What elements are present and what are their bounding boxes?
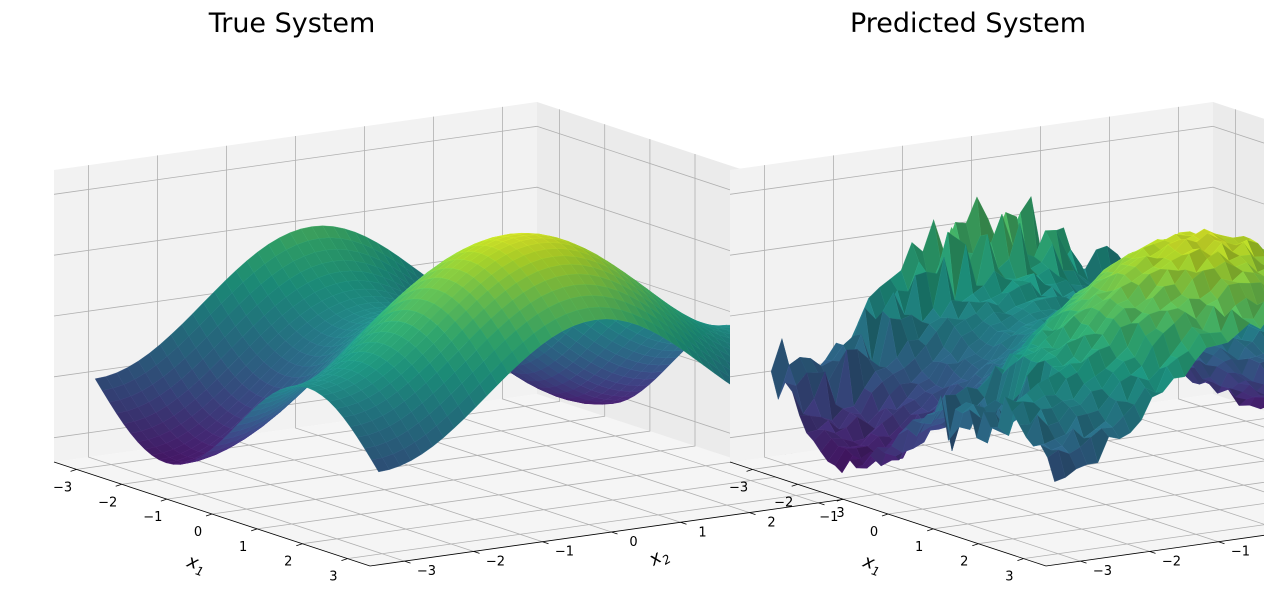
x1-tick-label: −3	[53, 480, 72, 495]
x1-tick-mark	[205, 513, 213, 517]
x2-tick-mark	[542, 541, 549, 545]
x1-tick-label: 0	[194, 525, 202, 540]
x1-tick-label: −2	[774, 495, 793, 510]
x2-tick-label: 3	[836, 506, 844, 521]
x1-tick-label: 2	[960, 555, 968, 570]
x2-tick-mark	[818, 502, 825, 506]
x-gridline	[797, 418, 1264, 485]
x2-tick-mark	[749, 512, 756, 515]
x2-axis-line	[1045, 534, 1264, 567]
x-gridline	[121, 124, 606, 485]
x2-tick-mark	[1149, 551, 1156, 554]
x2-tick-label: −2	[1162, 554, 1181, 569]
x1-tick-label: 1	[915, 540, 923, 555]
x1-tick-mark	[251, 528, 258, 532]
x-gridline	[842, 439, 1264, 500]
x1-tick-label: 3	[329, 570, 337, 585]
floor-pane	[730, 394, 1264, 566]
x2-tick-label: 1	[698, 525, 706, 540]
x1-tick-label: 2	[284, 555, 292, 570]
x2-tick-mark	[404, 560, 411, 564]
x1-axis-label: x1	[859, 550, 885, 579]
surface-facet	[1259, 361, 1264, 370]
x1-tick-label: 3	[1005, 570, 1013, 585]
x1-tick-mark	[791, 483, 798, 487]
x1-tick-mark	[972, 543, 979, 547]
x1-tick-label: −1	[143, 510, 162, 525]
x2-tick-mark	[1080, 560, 1087, 564]
x1-tick-mark	[746, 469, 753, 472]
x1-tick-label: −2	[98, 495, 117, 510]
chart-title: True System	[208, 8, 376, 39]
x1-tick-mark	[927, 528, 934, 532]
x2-tick-label: −2	[486, 554, 505, 569]
surface-facet	[371, 457, 390, 473]
predicted-system-panel: Predicted System −3−2−10123−3−2−10123−2−…	[729, 8, 1264, 585]
x-gridline	[933, 481, 1264, 530]
x1-tick-mark	[115, 483, 122, 487]
x2-tick-label: −1	[555, 545, 574, 560]
y-gridline	[88, 165, 405, 562]
x-gridline	[76, 109, 560, 470]
x1-tick-label: 0	[870, 525, 878, 540]
x2-tick-label: −1	[1231, 545, 1250, 560]
z-gridline	[729, 186, 1264, 256]
z-gridline	[729, 125, 1264, 195]
x1-tick-label: 1	[239, 540, 247, 555]
y-gridline	[764, 165, 1081, 562]
x-gridline	[166, 139, 651, 500]
x1-axis-label: x1	[183, 550, 209, 579]
x1-tick-mark	[160, 498, 167, 502]
x-gridline	[887, 460, 1264, 515]
x1-tick-mark	[70, 469, 77, 472]
x2-tick-label: −3	[417, 564, 436, 579]
x-gridline	[211, 154, 696, 515]
x1-tick-mark	[1017, 558, 1024, 561]
x1-tick-mark	[881, 513, 889, 517]
surface-plot	[770, 195, 1264, 482]
x1-tick-label: −1	[819, 510, 838, 525]
chart-title: Predicted System	[850, 8, 1086, 39]
surface-facet	[1047, 449, 1066, 482]
x2-tick-mark	[1218, 541, 1225, 545]
x2-axis-label: x2	[645, 543, 674, 573]
x1-tick-mark	[836, 498, 843, 502]
x2-tick-mark	[611, 531, 618, 535]
x2-tick-mark	[680, 521, 687, 525]
x2-tick-mark	[473, 551, 480, 554]
surface-facet	[1259, 329, 1264, 338]
x2-tick-label: 2	[767, 516, 775, 531]
y-gridline	[1178, 106, 1264, 428]
x-gridline	[978, 503, 1264, 545]
x2-tick-label: 0	[629, 535, 637, 550]
x1-tick-mark	[296, 543, 303, 547]
x2-tick-label: −3	[1093, 564, 1112, 579]
x1-tick-label: −3	[729, 480, 748, 495]
y-gridline	[502, 106, 819, 504]
x-gridline	[1023, 524, 1264, 559]
x1-tick-mark	[341, 558, 348, 561]
